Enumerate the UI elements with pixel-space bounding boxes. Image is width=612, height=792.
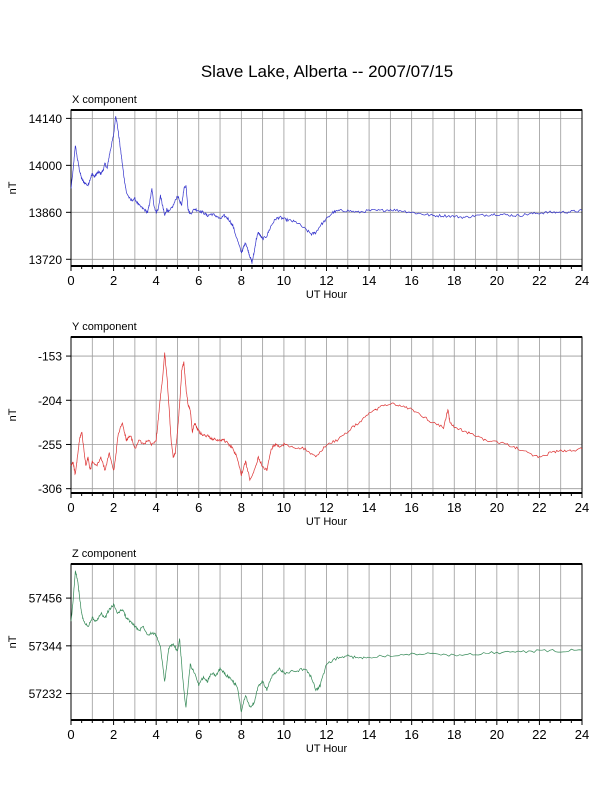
x-tick-label: 0: [67, 727, 74, 742]
y-tick-label: -306: [38, 482, 62, 496]
x-tick-label: 6: [195, 273, 202, 288]
x-tick-label: 20: [490, 500, 504, 515]
x-tick-label: 16: [404, 273, 418, 288]
series-line: [70, 570, 583, 713]
x-tick-label: 0: [67, 500, 74, 515]
x-tick-label: 24: [575, 273, 589, 288]
y-tick-label: 57232: [29, 687, 63, 701]
x-tick-label: 10: [277, 273, 291, 288]
y-tick-label: 14000: [29, 159, 63, 173]
panel-title: Z component: [72, 548, 136, 560]
x-tick-label: 8: [238, 500, 245, 515]
x-tick-label: 4: [153, 500, 160, 515]
x-tick-label: 18: [447, 727, 461, 742]
x-tick-label: 24: [575, 500, 589, 515]
y-tick-label: -255: [38, 438, 62, 452]
y-axis-label: nT: [7, 635, 19, 648]
x-tick-label: 12: [319, 727, 333, 742]
x-tick-label: 22: [532, 500, 546, 515]
y-tick-label: 57344: [29, 639, 63, 653]
x-tick-label: 22: [532, 273, 546, 288]
x-tick-label: 10: [277, 727, 291, 742]
x-tick-label: 6: [195, 727, 202, 742]
x-tick-label: 4: [153, 273, 160, 288]
y-axis-label: nT: [7, 408, 19, 421]
y-tick-label: 13720: [29, 253, 63, 267]
x-tick-label: 14: [362, 273, 376, 288]
x-tick-label: 2: [110, 500, 117, 515]
y-axis-label: nT: [7, 181, 19, 194]
x-tick-label: 20: [490, 727, 504, 742]
x-tick-label: 8: [238, 273, 245, 288]
panel-title: Y component: [72, 321, 137, 333]
x-tick-label: 18: [447, 500, 461, 515]
y-tick-label: 13860: [29, 206, 63, 220]
x-tick-label: 18: [447, 273, 461, 288]
series-line: [70, 116, 583, 264]
x-tick-label: 22: [532, 727, 546, 742]
x-tick-label: 12: [319, 273, 333, 288]
x-tick-label: 14: [362, 500, 376, 515]
x-axis-label: UT Hour: [306, 743, 348, 755]
x-tick-label: 8: [238, 727, 245, 742]
series-line: [70, 352, 583, 482]
y-tick-label: -204: [38, 394, 62, 408]
x-tick-label: 16: [404, 500, 418, 515]
x-tick-label: 12: [319, 500, 333, 515]
x-tick-label: 6: [195, 500, 202, 515]
x-tick-label: 14: [362, 727, 376, 742]
x-axis-label: UT Hour: [306, 516, 348, 528]
x-tick-label: 2: [110, 727, 117, 742]
chart-title: Slave Lake, Alberta -- 2007/07/15: [201, 62, 453, 81]
x-tick-label: 24: [575, 727, 589, 742]
y-tick-label: 57456: [29, 592, 63, 606]
x-tick-label: 2: [110, 273, 117, 288]
y-tick-label: -153: [38, 350, 62, 364]
x-tick-label: 4: [153, 727, 160, 742]
x-axis-label: UT Hour: [306, 289, 348, 301]
panel-title: X component: [72, 94, 137, 106]
x-tick-label: 10: [277, 500, 291, 515]
x-tick-label: 20: [490, 273, 504, 288]
y-tick-label: 14140: [29, 112, 63, 126]
x-tick-label: 16: [404, 727, 418, 742]
x-tick-label: 0: [67, 273, 74, 288]
